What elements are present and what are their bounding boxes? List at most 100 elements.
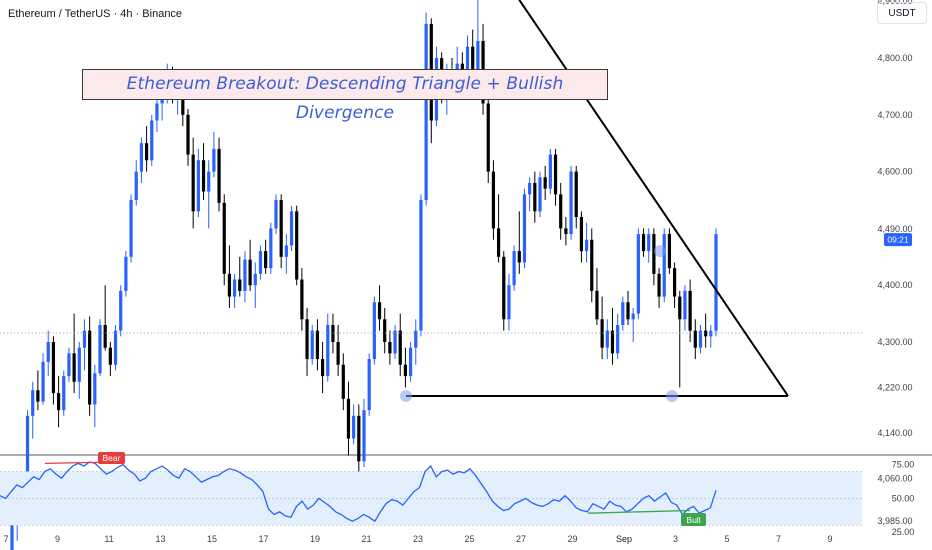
rsi-tick-label: 50.00 xyxy=(892,493,915,503)
candle-body xyxy=(77,347,81,382)
price-tick-label: 4,400.00 xyxy=(877,280,912,290)
candle-body xyxy=(243,259,247,291)
chart-title: Ethereum Breakout: Descending Triangle +… xyxy=(82,69,608,123)
candle-body xyxy=(388,342,392,354)
candle-body xyxy=(67,353,71,377)
countdown-label: 09:21 xyxy=(887,235,909,245)
candle-body xyxy=(709,330,713,337)
candle-body xyxy=(714,234,718,331)
descending-trendline xyxy=(518,0,789,397)
candle-body xyxy=(10,515,14,550)
candle-body xyxy=(284,245,288,257)
candle-body xyxy=(186,114,190,155)
candle-body xyxy=(305,319,309,360)
candle-body xyxy=(155,103,159,121)
date-tick-label: 9 xyxy=(827,534,832,544)
candle-body xyxy=(352,415,356,439)
currency-button[interactable]: USDT xyxy=(877,2,927,24)
candle-body xyxy=(579,217,584,252)
candle-body xyxy=(124,256,128,291)
date-tick-label: Sep xyxy=(616,534,632,544)
candle-body xyxy=(144,143,149,161)
candle-body xyxy=(56,393,61,411)
candle-body xyxy=(584,239,589,252)
candle-body xyxy=(667,234,672,269)
candle-body xyxy=(279,200,283,257)
rsi-tick-label: 75.00 xyxy=(892,460,915,470)
bull-label-bg xyxy=(681,513,706,526)
candle-body xyxy=(103,324,107,348)
bull-label: Bull xyxy=(686,515,700,525)
candle-body xyxy=(610,330,615,354)
candle-body xyxy=(465,46,470,70)
candle-body xyxy=(346,398,351,439)
candle-body xyxy=(336,342,340,365)
date-tick-label: 19 xyxy=(310,534,320,544)
candle-body xyxy=(108,347,112,365)
date-tick-label: 25 xyxy=(464,534,474,544)
candle-body xyxy=(191,154,195,212)
date-tick-label: 21 xyxy=(361,534,371,544)
candle-body xyxy=(672,268,677,297)
candle-body xyxy=(559,194,563,229)
candle-body xyxy=(605,330,609,348)
candle-body xyxy=(31,390,35,416)
candle-body xyxy=(626,302,630,320)
candle-body xyxy=(574,171,578,218)
candle-body xyxy=(25,415,30,504)
candle-body xyxy=(543,177,547,189)
candle-body xyxy=(408,347,413,377)
candle-body xyxy=(678,296,682,320)
candle-body xyxy=(88,330,92,405)
date-tick-label: 27 xyxy=(516,534,526,544)
candle-body xyxy=(113,330,118,365)
price-tick-label: 4,060.00 xyxy=(877,473,912,483)
candle-body xyxy=(248,259,252,286)
date-tick-label: 5 xyxy=(724,534,729,544)
candle-body xyxy=(227,273,232,297)
candle-body xyxy=(134,171,138,200)
candle-body xyxy=(46,342,50,362)
bull-divergence-line xyxy=(587,509,691,514)
candle-body xyxy=(217,148,221,203)
date-tick-label: 29 xyxy=(567,534,577,544)
candle-body xyxy=(512,251,516,286)
date-tick-label: 15 xyxy=(207,534,217,544)
touch-point-marker xyxy=(400,389,412,402)
date-tick-label: 17 xyxy=(258,534,268,544)
candle-body xyxy=(36,390,40,402)
candle-body xyxy=(119,290,123,331)
candle-body xyxy=(533,182,537,212)
candle-body xyxy=(647,234,651,252)
bear-label: Bear xyxy=(103,453,121,463)
candle-body xyxy=(139,143,144,172)
candle-body xyxy=(662,234,666,297)
candle-body xyxy=(341,364,345,399)
date-tick-label: 23 xyxy=(413,534,423,544)
candle-body xyxy=(502,256,506,320)
candle-body xyxy=(320,359,325,377)
candle-body xyxy=(238,279,242,291)
candle-body xyxy=(129,200,133,257)
candle-body xyxy=(528,182,532,195)
candle-body xyxy=(522,194,527,263)
symbol-header: Ethereum / TetherUS · 4h · Binance xyxy=(8,8,183,20)
candle-body xyxy=(377,302,382,320)
candle-body xyxy=(595,290,599,320)
candle-body xyxy=(295,211,299,280)
candle-body xyxy=(398,330,402,365)
date-tick-label: 7 xyxy=(3,534,8,544)
candle-body xyxy=(310,330,314,360)
candle-body xyxy=(693,330,697,348)
candle-body xyxy=(517,251,521,263)
date-tick-label: 11 xyxy=(104,534,113,544)
rsi-band xyxy=(0,471,862,526)
rsi-tick-label: 25.00 xyxy=(892,527,915,537)
candle-body xyxy=(315,330,320,360)
candle-body xyxy=(326,324,330,377)
price-tick-label: 4,300.00 xyxy=(877,337,912,347)
candle-body xyxy=(507,285,511,320)
candle-body xyxy=(688,290,692,331)
